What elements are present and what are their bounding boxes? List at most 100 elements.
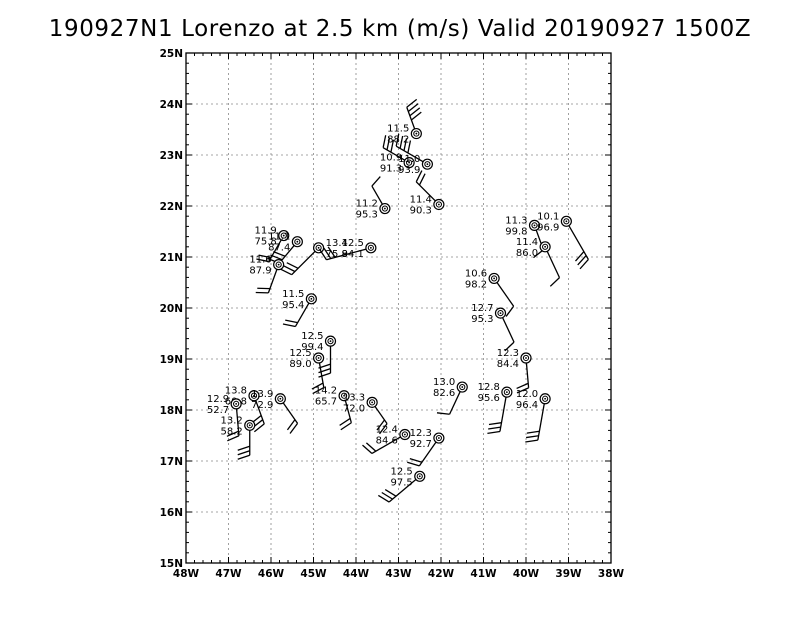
y-tick-label: 15N xyxy=(160,558,183,570)
speed-label: 12.5 xyxy=(390,466,412,477)
observation-marker-ring xyxy=(503,389,510,396)
speed-label: 11.6 xyxy=(249,255,271,266)
observation-marker-ring xyxy=(435,434,442,442)
direction-label: 58.2 xyxy=(220,426,242,437)
y-tick-label: 24N xyxy=(160,99,183,111)
observation: 13.372.0 xyxy=(343,392,388,435)
speed-label: 11.5 xyxy=(282,289,304,300)
wind-barb-feather xyxy=(270,254,283,261)
wind-barb-feather xyxy=(504,341,515,352)
observation: 12.484.6 xyxy=(362,424,411,455)
observation-marker-dot xyxy=(248,424,251,427)
observation-marker-dot xyxy=(384,207,386,210)
wind-barb-feather xyxy=(327,246,336,258)
x-tick-label: 46W xyxy=(258,568,285,580)
wind-barb-feather xyxy=(407,140,412,154)
speed-label: 12.5 xyxy=(301,331,323,342)
speed-label: 11.2 xyxy=(356,199,378,210)
observation-marker-ring xyxy=(491,275,498,282)
observation-marker-ring xyxy=(542,243,549,250)
wind-barb-staff xyxy=(537,398,546,441)
direction-label: 75.8 xyxy=(254,237,276,248)
wind-barb-feather xyxy=(253,423,265,433)
speed-label: 11.1 xyxy=(268,232,290,243)
observation-marker-dot xyxy=(343,394,345,397)
wind-barb-feather xyxy=(318,248,327,261)
speed-label: 13.8 xyxy=(225,386,247,397)
wind-barb-staff xyxy=(544,246,561,278)
direction-label: 65.7 xyxy=(315,397,337,408)
observation: 11.295.3 xyxy=(356,176,391,221)
wind-barb-feather xyxy=(382,135,387,148)
wind-barb-feather xyxy=(516,382,529,390)
observation-marker-dot xyxy=(317,357,320,359)
observation-marker-ring xyxy=(424,161,431,168)
direction-label: 98.2 xyxy=(465,279,487,290)
wind-barb-feather xyxy=(574,251,585,262)
y-tick-label: 25N xyxy=(160,48,183,60)
direction-label: 96.9 xyxy=(537,222,559,233)
wind-barb-feather xyxy=(286,419,296,431)
wind-barb-feather xyxy=(379,423,388,435)
observation: 12.384.4 xyxy=(497,348,532,394)
speed-label: 13.2 xyxy=(220,415,242,426)
observation-marker-ring xyxy=(308,295,315,302)
observation-marker-dot xyxy=(253,394,255,397)
observation-marker-dot xyxy=(426,163,429,166)
observation-marker-dot xyxy=(437,437,440,439)
wind-barb-feather xyxy=(415,170,423,183)
wind-barb-feather xyxy=(418,173,426,186)
observation-marker-ring xyxy=(413,130,420,137)
observation-marker-dot xyxy=(371,401,374,404)
observation: 11.093.9 xyxy=(395,133,433,176)
x-tick-label: 40W xyxy=(513,568,540,580)
observation: 12.952.7 xyxy=(207,394,242,442)
wind-barb-feather xyxy=(525,439,538,443)
wind-barb-feather xyxy=(340,422,352,431)
direction-label: 99.4 xyxy=(301,342,323,353)
speed-label: 11.4 xyxy=(410,194,432,205)
x-tick-label: 44W xyxy=(343,568,370,580)
observation-marker-ring xyxy=(459,383,466,391)
y-tick-label: 17N xyxy=(160,456,183,468)
wind-barb-feather xyxy=(409,107,421,117)
direction-label: 52.7 xyxy=(207,405,229,416)
observation: 10.196.9 xyxy=(537,211,589,270)
wind-barb-feather xyxy=(386,137,391,151)
wind-barb-feather xyxy=(282,323,296,328)
observation-marker-dot xyxy=(279,397,282,400)
y-tick-label: 19N xyxy=(160,354,183,366)
observation-marker-dot xyxy=(544,397,547,400)
speed-label: 13.0 xyxy=(433,377,455,388)
wind-barb-feather xyxy=(505,305,515,317)
observation-marker-dot xyxy=(493,277,496,280)
direction-label: 95.3 xyxy=(471,314,493,325)
observation-marker-dot xyxy=(369,246,372,249)
x-tick-label: 45W xyxy=(300,568,327,580)
speed-label: 11.3 xyxy=(505,215,527,226)
observation: 12.599.4 xyxy=(301,331,337,378)
wind-barb-feather xyxy=(286,262,299,269)
observation: 10.698.2 xyxy=(465,268,515,317)
observation-marker-dot xyxy=(499,312,502,314)
observation-marker-dot xyxy=(437,203,440,206)
observation-marker-ring xyxy=(522,354,530,362)
wind-barb-staff xyxy=(388,475,421,503)
direction-label: 92.7 xyxy=(410,439,432,450)
observation-marker-ring xyxy=(381,205,388,212)
wind-barb-staff xyxy=(493,278,515,307)
observation-marker-ring xyxy=(563,218,570,225)
observation-marker-dot xyxy=(403,433,406,436)
speed-label: 12.0 xyxy=(516,389,538,400)
observation-marker-ring xyxy=(277,395,284,402)
wind-barb-feather xyxy=(256,258,269,263)
observation: 13.475.8 xyxy=(280,238,348,276)
wind-barb-staff xyxy=(499,392,508,432)
speed-label: 12.5 xyxy=(342,238,364,249)
observation-marker-dot xyxy=(296,240,299,243)
wind-barb-feather xyxy=(516,387,529,394)
speed-label: 14.2 xyxy=(315,386,337,397)
observation-marker-ring xyxy=(531,222,538,229)
wind-barb-feather xyxy=(376,419,386,431)
